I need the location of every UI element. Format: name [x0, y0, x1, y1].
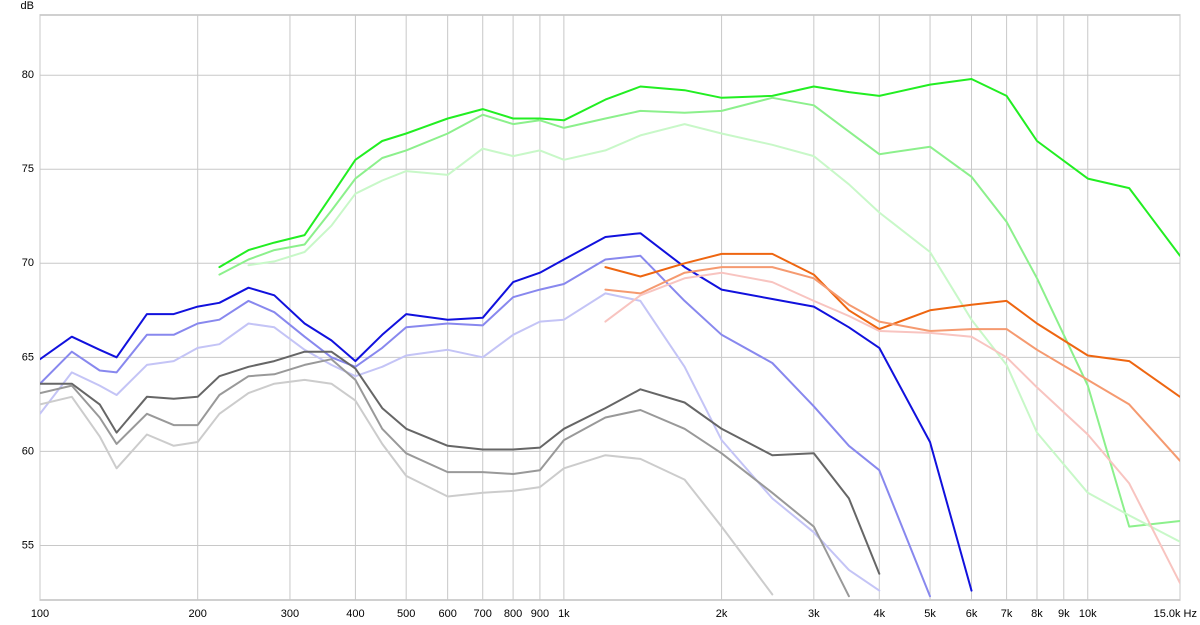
response-curve — [40, 292, 881, 592]
x-tick-label: 700 — [474, 608, 492, 620]
tick-labels: 55 60 65 70 75 80 100 200 300 400 500 600 700 800 900 1… — [22, 69, 1197, 620]
x-tick-label: 6k — [966, 608, 978, 620]
y-tick-label: 55 — [22, 539, 34, 551]
y-tick-label: 65 — [22, 351, 34, 363]
x-tick-label: 9k — [1058, 608, 1070, 620]
response-curve — [40, 350, 881, 575]
response-curve — [604, 266, 1180, 462]
x-tick-label: 200 — [189, 608, 207, 620]
x-tick-label: 3k — [808, 608, 820, 620]
x-tick-label: 900 — [531, 608, 549, 620]
y-tick-label: 60 — [22, 445, 34, 457]
x-tick-label: 2k — [716, 608, 728, 620]
y-tick-label: 80 — [22, 69, 34, 81]
x-tick-label: 4k — [873, 608, 885, 620]
y-axis-label: dB — [21, 0, 34, 12]
response-curve — [40, 254, 931, 598]
x-tick-label: 10k — [1079, 608, 1097, 620]
x-tick-label: 100 — [31, 608, 49, 620]
y-tick-label: 75 — [22, 163, 34, 175]
x-tick-label: 600 — [438, 608, 456, 620]
y-tick-label: 70 — [22, 257, 34, 269]
curves — [40, 78, 1180, 598]
x-tick-label: 5k — [924, 608, 936, 620]
response-curve — [218, 78, 1180, 269]
x-tick-label: 300 — [281, 608, 299, 620]
response-curve — [40, 378, 774, 596]
plot-area — [39, 14, 1181, 601]
response-curve — [40, 358, 850, 598]
response-curve — [218, 96, 1180, 528]
x-tick-label: 15.0k Hz — [1154, 608, 1197, 620]
x-tick-label: 1k — [558, 608, 570, 620]
x-tick-label: 500 — [397, 608, 415, 620]
response-curve — [40, 232, 973, 592]
x-tick-label: 8k — [1031, 608, 1043, 620]
x-tick-label: 800 — [504, 608, 522, 620]
x-tick-label: 400 — [346, 608, 364, 620]
response-curve — [604, 252, 1180, 398]
response-curve — [604, 271, 1180, 585]
x-tick-label: 7k — [1001, 608, 1013, 620]
